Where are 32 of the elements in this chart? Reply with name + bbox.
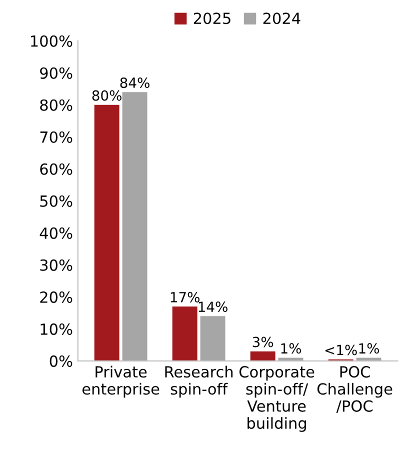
y-tick-label: 100%	[31, 35, 72, 47]
x-tick-label: Corporate spin-off/ Venture building	[239, 366, 314, 432]
legend-label: 2024	[263, 12, 300, 24]
x-tick-label: Research spin-off	[165, 366, 233, 398]
bar	[200, 316, 226, 361]
x-tick-label: Private enterprise	[82, 366, 160, 398]
y-tick-label: 90%	[40, 67, 72, 79]
y-tick-label: 80%	[40, 99, 72, 111]
bar	[122, 92, 148, 361]
y-tick-label: 50%	[40, 195, 72, 207]
y-tick-label: 70%	[40, 131, 72, 143]
data-label: 17%	[170, 292, 200, 302]
y-tick-label: 40%	[40, 227, 72, 239]
data-label: 80%	[92, 90, 122, 101]
y-tick-label: 30%	[40, 259, 72, 271]
x-tick-label: POC Challenge /POC	[317, 366, 392, 414]
data-label: 1%	[359, 343, 380, 354]
data-label: 84%	[120, 77, 150, 88]
bar	[278, 358, 304, 361]
y-tick-label: 10%	[40, 323, 72, 335]
data-label: 14%	[198, 302, 228, 312]
data-label: 3%	[252, 336, 274, 348]
data-label: <1%	[325, 344, 357, 356]
data-label: 1%	[281, 343, 302, 354]
y-tick-label: 20%	[40, 291, 72, 303]
y-tick-label: 60%	[40, 163, 72, 175]
bar	[250, 351, 276, 361]
y-tick-label: 0%	[50, 355, 72, 367]
legend-label: 2025	[194, 12, 230, 24]
bar	[94, 104, 120, 361]
bar	[172, 306, 198, 361]
bar	[356, 358, 382, 361]
